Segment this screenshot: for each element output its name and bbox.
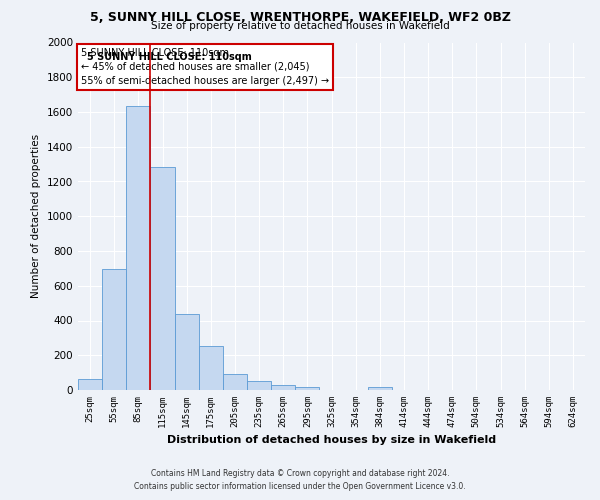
X-axis label: Distribution of detached houses by size in Wakefield: Distribution of detached houses by size … [167,436,496,446]
Bar [223,374,247,390]
Text: Contains HM Land Registry data © Crown copyright and database right 2024.
Contai: Contains HM Land Registry data © Crown c… [134,470,466,491]
Bar [151,166,175,390]
Text: 5 SUNNY HILL CLOSE: 110sqm: 5 SUNNY HILL CLOSE: 110sqm [86,52,251,62]
Bar [368,388,392,390]
Bar [175,314,199,390]
Bar [78,378,102,390]
Y-axis label: Number of detached properties: Number of detached properties [31,134,41,298]
Text: 5, SUNNY HILL CLOSE, WRENTHORPE, WAKEFIELD, WF2 0BZ: 5, SUNNY HILL CLOSE, WRENTHORPE, WAKEFIE… [89,11,511,24]
Text: 5 SUNNY HILL CLOSE: 110sqm
← 45% of detached houses are smaller (2,045)
55% of s: 5 SUNNY HILL CLOSE: 110sqm ← 45% of deta… [80,48,329,86]
Bar [199,346,223,390]
Bar [271,385,295,390]
Bar [247,382,271,390]
Bar [295,386,319,390]
Bar [102,269,126,390]
Text: Size of property relative to detached houses in Wakefield: Size of property relative to detached ho… [151,21,449,31]
Bar [126,106,151,390]
